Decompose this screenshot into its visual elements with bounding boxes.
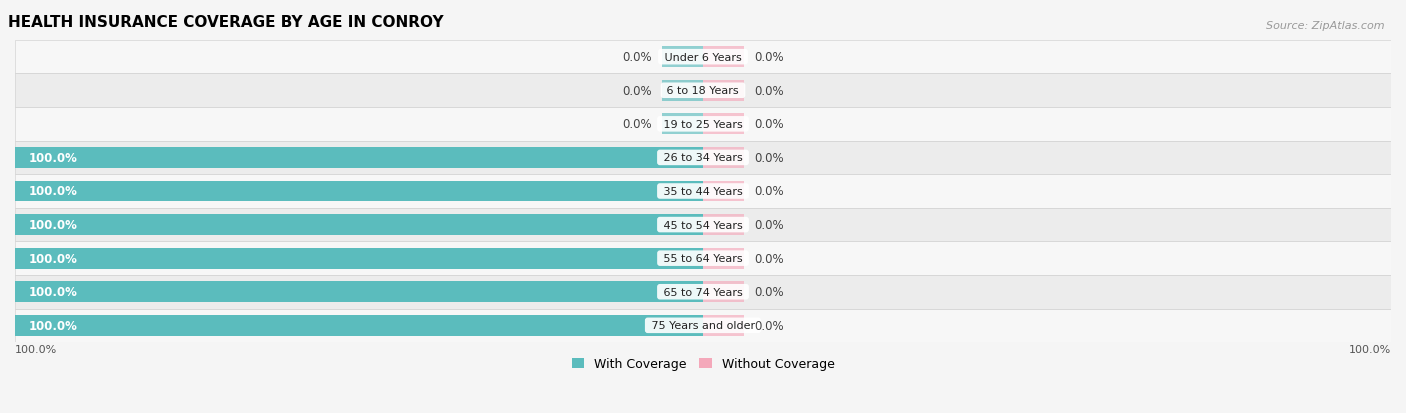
Text: 100.0%: 100.0% bbox=[28, 285, 77, 299]
Bar bbox=[15, 309, 1391, 342]
Bar bbox=[15, 315, 703, 336]
Text: 0.0%: 0.0% bbox=[755, 218, 785, 232]
Text: Source: ZipAtlas.com: Source: ZipAtlas.com bbox=[1267, 21, 1385, 31]
Bar bbox=[703, 315, 744, 336]
Text: 45 to 54 Years: 45 to 54 Years bbox=[659, 220, 747, 230]
Bar bbox=[662, 81, 703, 102]
Text: 6 to 18 Years: 6 to 18 Years bbox=[664, 86, 742, 96]
Bar bbox=[703, 215, 744, 235]
Bar bbox=[15, 248, 703, 269]
Legend: With Coverage, Without Coverage: With Coverage, Without Coverage bbox=[567, 352, 839, 375]
Bar bbox=[703, 248, 744, 269]
Bar bbox=[15, 74, 1391, 108]
Text: 0.0%: 0.0% bbox=[755, 319, 785, 332]
Bar bbox=[15, 282, 703, 302]
Text: 26 to 34 Years: 26 to 34 Years bbox=[659, 153, 747, 163]
Text: 0.0%: 0.0% bbox=[621, 85, 651, 97]
Bar bbox=[703, 81, 744, 102]
Text: 19 to 25 Years: 19 to 25 Years bbox=[659, 119, 747, 130]
Text: 100.0%: 100.0% bbox=[28, 218, 77, 232]
Text: HEALTH INSURANCE COVERAGE BY AGE IN CONROY: HEALTH INSURANCE COVERAGE BY AGE IN CONR… bbox=[8, 15, 444, 30]
Text: 65 to 74 Years: 65 to 74 Years bbox=[659, 287, 747, 297]
Text: Under 6 Years: Under 6 Years bbox=[661, 52, 745, 62]
Text: 0.0%: 0.0% bbox=[621, 118, 651, 131]
Bar bbox=[703, 114, 744, 135]
Text: 100.0%: 100.0% bbox=[1348, 344, 1391, 354]
Bar bbox=[15, 41, 1391, 74]
Text: 100.0%: 100.0% bbox=[28, 319, 77, 332]
Bar bbox=[703, 47, 744, 68]
Text: 0.0%: 0.0% bbox=[755, 152, 785, 164]
Text: 0.0%: 0.0% bbox=[755, 185, 785, 198]
Bar bbox=[15, 208, 1391, 242]
Text: 75 Years and older: 75 Years and older bbox=[648, 320, 758, 330]
Text: 0.0%: 0.0% bbox=[755, 285, 785, 299]
Text: 100.0%: 100.0% bbox=[15, 344, 58, 354]
Text: 0.0%: 0.0% bbox=[755, 85, 785, 97]
Text: 55 to 64 Years: 55 to 64 Years bbox=[659, 254, 747, 263]
Bar bbox=[15, 175, 1391, 208]
Bar bbox=[662, 114, 703, 135]
Text: 0.0%: 0.0% bbox=[755, 118, 785, 131]
Bar bbox=[703, 148, 744, 169]
Bar bbox=[15, 215, 703, 235]
Bar bbox=[15, 108, 1391, 141]
Text: 35 to 44 Years: 35 to 44 Years bbox=[659, 187, 747, 197]
Text: 0.0%: 0.0% bbox=[755, 51, 785, 64]
Text: 0.0%: 0.0% bbox=[621, 51, 651, 64]
Bar bbox=[15, 275, 1391, 309]
Text: 100.0%: 100.0% bbox=[28, 185, 77, 198]
Bar bbox=[703, 181, 744, 202]
Bar bbox=[15, 242, 1391, 275]
Text: 100.0%: 100.0% bbox=[28, 252, 77, 265]
Bar bbox=[15, 141, 1391, 175]
Bar bbox=[15, 181, 703, 202]
Bar bbox=[703, 282, 744, 302]
Bar bbox=[15, 148, 703, 169]
Text: 0.0%: 0.0% bbox=[755, 252, 785, 265]
Bar bbox=[662, 47, 703, 68]
Text: 100.0%: 100.0% bbox=[28, 152, 77, 164]
